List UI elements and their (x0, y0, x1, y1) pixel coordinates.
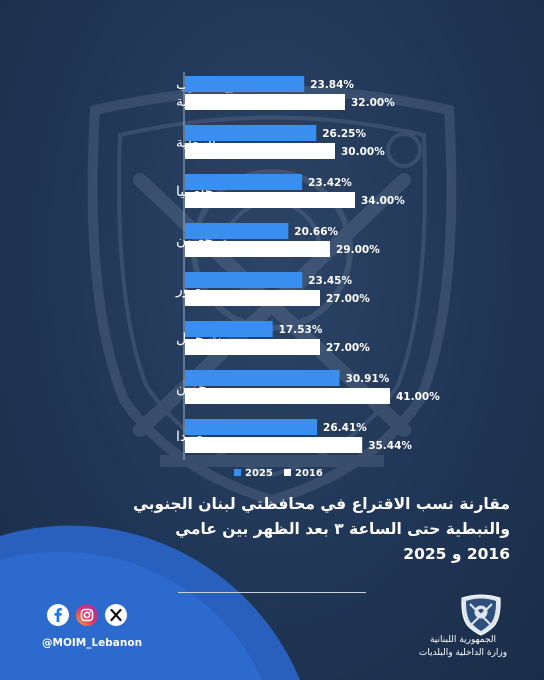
bar-2016 (185, 290, 320, 306)
bar-2016 (185, 143, 335, 159)
bar-2025 (185, 174, 303, 190)
value-label-2025: 17.53% (279, 324, 323, 336)
legend-swatch-2016 (284, 469, 291, 476)
x-icon[interactable] (105, 604, 127, 626)
bar-2025 (185, 419, 318, 435)
value-label-2025: 30.91% (346, 373, 390, 385)
bar-2025 (185, 223, 289, 239)
bar-2016 (185, 388, 390, 404)
value-label-2025: 23.45% (308, 275, 352, 287)
instagram-icon[interactable] (76, 604, 98, 626)
title-line: مقارنة نسب الاقتراع في محافظتي لبنان الج… (132, 495, 510, 513)
divider (178, 592, 366, 593)
legend-swatch-2025 (234, 469, 241, 476)
bar-2025 (185, 125, 317, 141)
page-title: مقارنة نسب الاقتراع في محافظتي لبنان الج… (60, 492, 510, 567)
bar-2016 (185, 241, 330, 257)
value-label-2016: 34.00% (361, 195, 405, 207)
bar-2016 (185, 339, 320, 355)
ministry-logo-icon (461, 594, 501, 636)
value-label-2016: 32.00% (351, 97, 395, 109)
value-label-2016: 27.00% (326, 342, 370, 354)
value-label-2025: 23.84% (310, 79, 354, 91)
value-label-2016: 30.00% (341, 146, 385, 158)
bar-2025 (185, 370, 340, 386)
value-label-2025: 20.66% (294, 226, 338, 238)
value-label-2016: 41.00% (396, 391, 440, 403)
title-line: والنبطية حتى الساعة ٣ بعد الظهر بين عامي (175, 520, 510, 538)
bar-2016 (185, 437, 363, 453)
legend-label-2016: 2016 (295, 468, 323, 479)
value-label-2016: 27.00% (326, 293, 370, 305)
value-label-2025: 26.41% (323, 422, 367, 434)
value-label-2025: 23.42% (308, 177, 352, 189)
bar-2016 (185, 192, 355, 208)
title-line: 2016 و 2025 (403, 545, 510, 563)
value-label-2025: 26.25% (322, 128, 366, 140)
org-line-2: وزارة الداخلية والبلديات (418, 648, 508, 658)
bar-2025 (185, 321, 273, 337)
bar-2025 (185, 272, 303, 288)
ministry-name: الجمهورية اللبنانية وزارة الداخلية والبل… (410, 634, 516, 660)
facebook-icon[interactable] (47, 604, 69, 626)
legend-label-2025: 2025 (245, 468, 273, 479)
social-handle[interactable]: @MOIM_Lebanon (42, 637, 143, 649)
bar-2016 (185, 94, 345, 110)
social-icons (47, 604, 127, 626)
value-label-2016: 35.44% (368, 440, 412, 452)
chart-legend: 2025 2016 (234, 468, 323, 479)
bar-2025 (185, 76, 305, 92)
value-label-2016: 29.00% (336, 244, 380, 256)
org-line-1: الجمهورية اللبنانية (429, 635, 497, 645)
